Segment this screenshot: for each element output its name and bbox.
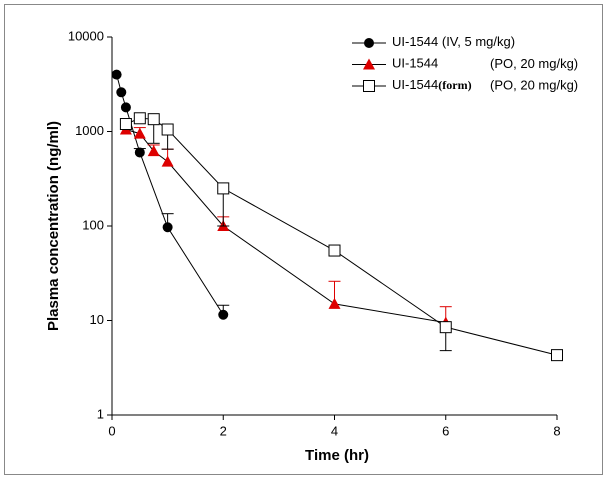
- x-tick-label: 2: [220, 423, 227, 438]
- marker: [120, 102, 131, 113]
- marker: [133, 112, 146, 125]
- x-axis-label: Time (hr): [305, 447, 369, 464]
- legend-dose: (PO, 20 mg/kg): [490, 56, 578, 71]
- legend-name: UI-1544 (IV, 5 mg/kg): [392, 34, 515, 49]
- y-tick-label: 10: [90, 312, 104, 327]
- marker: [328, 244, 341, 257]
- marker: [161, 123, 174, 136]
- marker: [328, 297, 341, 309]
- legend-name: UI-1544: [392, 77, 438, 92]
- y-tick-label: 1: [97, 406, 104, 421]
- marker: [162, 222, 173, 233]
- marker: [439, 321, 452, 334]
- legend-marker: [364, 38, 374, 48]
- y-axis-label: Plasma concentration (ng/ml): [45, 121, 62, 331]
- x-tick-label: 4: [331, 423, 338, 438]
- legend-tag: (form): [438, 78, 471, 92]
- legend-marker: [363, 58, 375, 70]
- marker: [147, 145, 160, 157]
- frame: [4, 4, 603, 475]
- legend-dose: (PO, 20 mg/kg): [490, 77, 578, 92]
- marker: [551, 349, 563, 362]
- legend-label: UI-1544(form): [392, 77, 472, 92]
- y-tick-label: 1000: [75, 123, 104, 138]
- legend-name: UI-1544: [392, 56, 438, 71]
- marker: [134, 147, 145, 158]
- marker: [147, 113, 160, 126]
- marker: [217, 182, 230, 195]
- marker: [116, 87, 127, 98]
- marker: [161, 155, 174, 167]
- x-tick-label: 0: [108, 423, 115, 438]
- legend-marker: [363, 80, 375, 92]
- legend-label: UI-1544: [392, 56, 438, 71]
- y-tick-label: 100: [82, 217, 104, 232]
- marker: [133, 127, 146, 139]
- error-bar: [217, 188, 230, 227]
- marker: [119, 118, 132, 131]
- y-tick-label: 10000: [68, 28, 104, 43]
- marker: [218, 309, 229, 320]
- x-tick-label: 6: [442, 423, 449, 438]
- x-tick-label: 8: [553, 423, 560, 438]
- legend-label: UI-1544 (IV, 5 mg/kg): [392, 34, 515, 49]
- marker: [111, 69, 122, 80]
